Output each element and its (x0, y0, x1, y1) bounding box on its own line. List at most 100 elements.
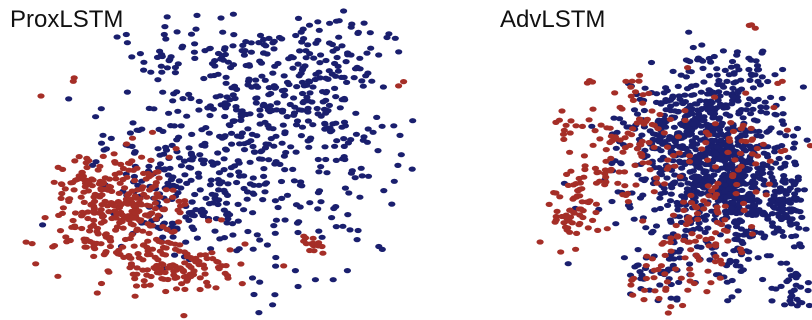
scatter-point (796, 209, 804, 215)
scatter-point (170, 268, 178, 274)
scatter-point (727, 161, 735, 167)
scatter-point (317, 52, 325, 58)
scatter-point (736, 263, 744, 269)
scatter-point (112, 227, 120, 233)
scatter-point (676, 255, 684, 261)
scatter-point (135, 255, 143, 261)
scatter-point (295, 73, 303, 79)
scatter-point (728, 58, 737, 65)
scatter-point (737, 268, 745, 274)
scatter-point (738, 249, 746, 256)
scatter-point (596, 178, 604, 184)
scatter-point (227, 165, 235, 171)
scatter-point (728, 277, 736, 284)
scatter-point (680, 207, 688, 213)
scatter-point (97, 140, 106, 146)
scatter-point (782, 133, 790, 139)
scatter-point (100, 218, 108, 224)
scatter-point (280, 87, 289, 93)
scatter-point (335, 34, 343, 40)
scatter-point (145, 230, 153, 236)
scatter-point (573, 193, 581, 199)
scatter-point (567, 168, 575, 174)
scatter-point (792, 221, 800, 227)
scatter-point (575, 175, 583, 182)
scatter-point (77, 194, 85, 200)
scatter-point (699, 58, 707, 64)
scatter-point (566, 229, 574, 235)
scatter-point (740, 200, 748, 206)
scatter-point (771, 72, 779, 78)
scatter-point (188, 212, 196, 218)
scatter-point (354, 30, 362, 36)
scatter-point (397, 152, 405, 158)
scatter-point (258, 156, 266, 162)
scatter-point (734, 98, 742, 104)
scatter-point (131, 193, 139, 199)
scatter-point (125, 160, 134, 166)
scatter-point (666, 198, 675, 204)
scatter-point (294, 15, 303, 21)
scatter-point (314, 156, 322, 163)
scatter-point (581, 163, 589, 169)
scatter-point (589, 106, 597, 112)
scatter-point (790, 244, 798, 250)
scatter-point (768, 199, 776, 205)
scatter-point (280, 73, 288, 79)
scatter-point (578, 199, 586, 205)
scatter-point (162, 36, 170, 42)
scatter-point (752, 189, 760, 195)
scatter-point (790, 287, 798, 293)
scatter-point (247, 138, 255, 144)
scatter-point (687, 69, 695, 75)
scatter-point (222, 80, 230, 86)
scatter-point (702, 140, 710, 146)
scatter-point (613, 129, 621, 135)
scatter-point (269, 126, 277, 132)
scatter-point (634, 247, 642, 253)
scatter-point (237, 111, 245, 117)
scatter-point (689, 121, 697, 127)
scatter-point (93, 290, 101, 296)
scatter-point (302, 48, 310, 54)
scatter-point (148, 129, 157, 135)
scatter-point (700, 206, 708, 212)
scatter-point (629, 126, 637, 132)
scatter-point (222, 74, 230, 80)
scatter-point (688, 231, 696, 237)
scatter-point (152, 236, 161, 242)
scatter-point (132, 283, 141, 289)
advlstm-scatter (536, 22, 812, 316)
scatter-point (578, 123, 586, 129)
scatter-point (779, 178, 787, 185)
scatter-point (783, 260, 791, 266)
scatter-point (713, 66, 721, 72)
scatter-point (667, 235, 675, 241)
scatter-point (774, 211, 782, 217)
scatter-point (720, 132, 728, 138)
scatter-point (260, 166, 268, 172)
scatter-point (335, 18, 343, 24)
scatter-point (179, 96, 187, 102)
scatter-point (719, 48, 727, 54)
scatter-point (660, 181, 669, 187)
scatter-point (218, 135, 226, 141)
scatter-point (206, 45, 214, 51)
scatter-point (753, 63, 762, 69)
scatter-point (125, 217, 133, 223)
scatter-point (685, 29, 693, 35)
scatter-point (106, 234, 114, 241)
scatter-point (633, 120, 641, 126)
scatter-point (167, 240, 175, 246)
scatter-point (81, 239, 89, 245)
series-1 (536, 22, 812, 316)
scatter-point (175, 178, 183, 184)
scatter-point (328, 41, 336, 48)
scatter-point (271, 292, 279, 298)
scatter-point (709, 138, 717, 144)
scatter-point (290, 110, 299, 116)
scatter-point (22, 239, 30, 245)
scatter-point (39, 222, 47, 228)
scatter-point (681, 255, 689, 261)
scatter-point (242, 62, 250, 69)
